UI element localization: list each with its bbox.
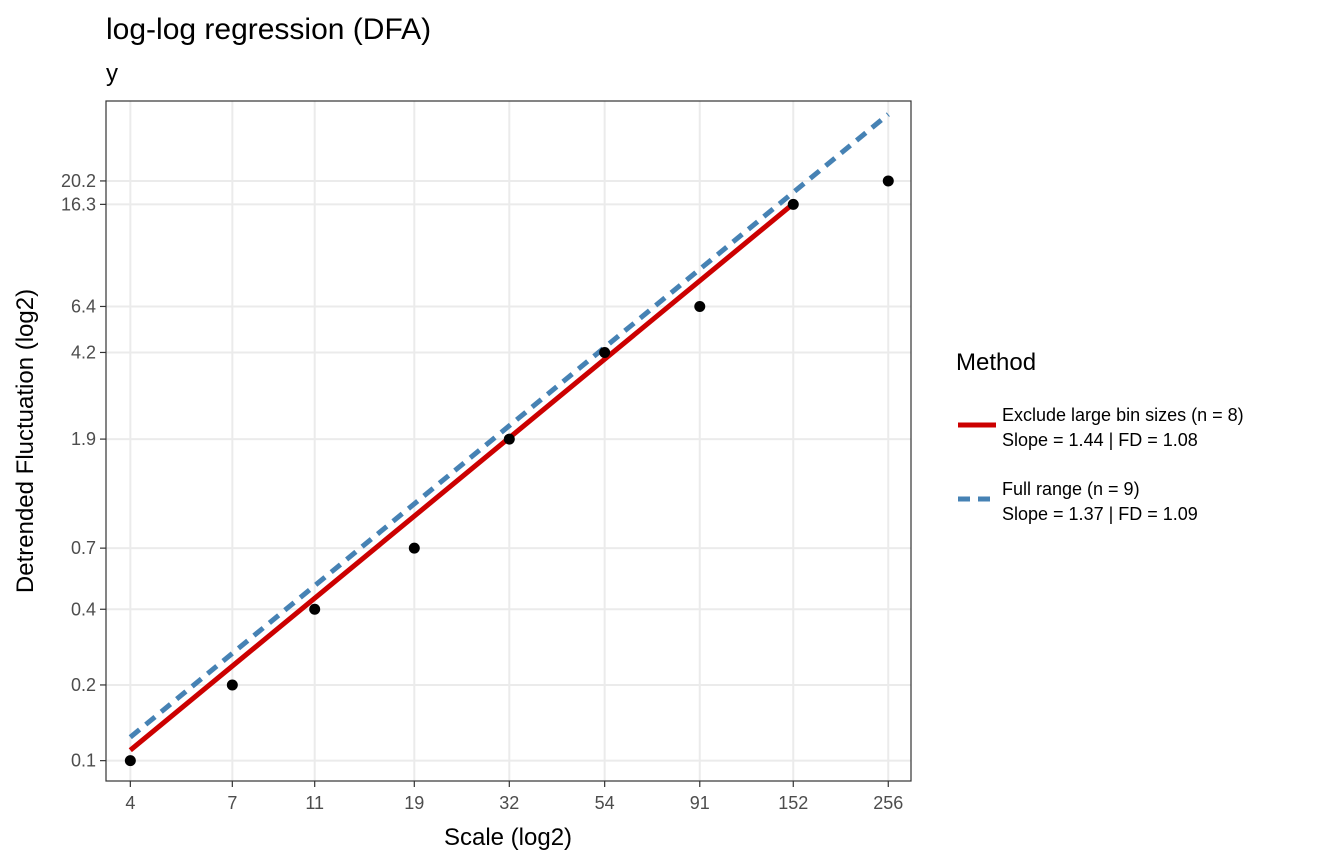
chart-title: log-log regression (DFA) [106, 13, 431, 46]
legend-title: Method [956, 349, 1036, 376]
y-tick-label: 20.2 [61, 171, 96, 191]
data-point [882, 175, 894, 187]
y-axis: 0.1 0.2 0.4 0.7 1.9 4.2 6.4 16.3 20.2 [61, 171, 106, 771]
legend-label-1: Exclude large bin sizes (n = 8) [1002, 405, 1244, 425]
legend-label-2: Full range (n = 9) [1002, 479, 1140, 499]
x-tick-label: 7 [227, 793, 237, 813]
plot-panel [105, 100, 912, 782]
legend-items: Exclude large bin sizes (n = 8) Slope = 1… [958, 405, 1244, 524]
x-axis: 4 7 11 19 32 54 91 152 256 [125, 781, 903, 813]
y-tick-label: 0.1 [71, 751, 96, 771]
y-tick-label: 0.4 [71, 599, 96, 619]
data-point [226, 679, 238, 691]
y-axis-title: Detrended Fluctuation (log2) [12, 289, 39, 593]
x-tick-label: 32 [499, 793, 519, 813]
legend: Method Exclude large bin sizes (n = 8) Sl… [956, 349, 1244, 524]
regression-lines [128, 112, 890, 753]
legend-stats-2: Slope = 1.37 | FD = 1.09 [1002, 504, 1198, 524]
x-tick-label: 11 [305, 793, 324, 813]
data-point [787, 198, 799, 210]
y-tick-label: 16.3 [61, 194, 96, 214]
x-tick-label: 19 [404, 793, 424, 813]
x-tick-label: 91 [690, 793, 710, 813]
data-point [408, 542, 420, 554]
data-point [599, 346, 611, 358]
data-point [124, 755, 136, 767]
data-point [503, 433, 515, 445]
y-tick-label: 0.2 [71, 675, 96, 695]
regression-line-2 [128, 112, 890, 740]
y-tick-label: 0.7 [71, 538, 96, 558]
legend-stats-1: Slope = 1.44 | FD = 1.08 [1002, 430, 1198, 450]
y-tick-label: 4.2 [71, 342, 96, 362]
x-tick-label: 256 [873, 793, 903, 813]
y-tick-label: 6.4 [71, 296, 96, 316]
y-tick-label: 1.9 [71, 429, 96, 449]
x-tick-label: 54 [595, 793, 615, 813]
regression-line-1 [128, 201, 795, 753]
panel-border [105, 100, 912, 782]
data-points [124, 175, 894, 767]
data-point [694, 300, 706, 312]
chart-subtitle: y [106, 60, 118, 87]
data-point [309, 603, 321, 615]
x-tick-label: 4 [125, 793, 135, 813]
x-tick-label: 152 [778, 793, 808, 813]
x-axis-title: Scale (log2) [444, 824, 572, 851]
